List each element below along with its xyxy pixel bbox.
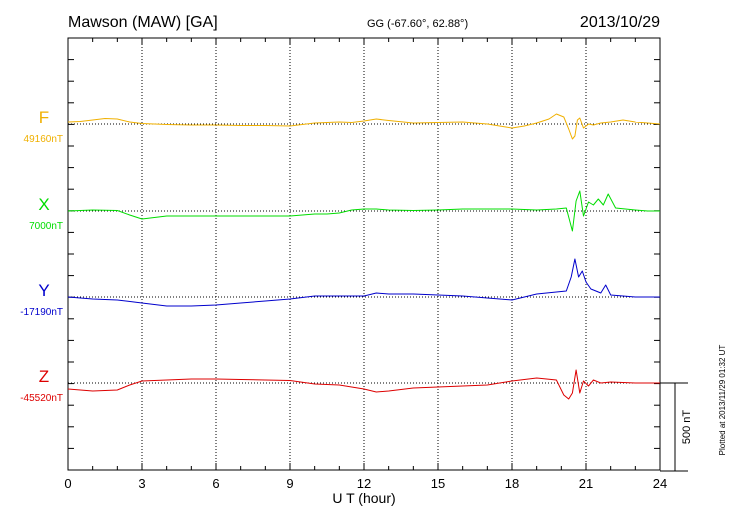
grid [141,38,587,470]
series-label-f: F [39,108,49,127]
x-tick-label: 9 [286,476,293,491]
coordinates-label: GG (-67.60°, 62.88°) [367,18,468,30]
x-tick-label: 3 [138,476,145,491]
baseline-value-z: -45520nT [20,393,63,404]
x-tick-label: 6 [212,476,219,491]
series-line-x [67,190,660,232]
x-tick-label: 21 [579,476,593,491]
x-tick-label: 12 [357,476,371,491]
series-label-x: X [38,195,49,214]
x-tick-label: 24 [653,476,667,491]
baseline-value-f: 49160nT [24,134,63,145]
series-labels: F 49160nT X 7000nT Y -17190nT Z -45520nT [20,108,63,404]
series-label-z: Z [39,367,49,386]
series-lines [67,113,661,400]
x-tick-label: 15 [431,476,445,491]
series-line-f [67,113,661,140]
x-tick-label: 18 [505,476,519,491]
ticks: 0 3 6 9 12 15 18 21 24 [64,38,667,491]
series-label-y: Y [38,281,49,300]
scale-bar: 500 nT [660,382,693,472]
series-line-z [67,369,660,400]
series-line-y [67,258,660,307]
x-tick-label: 0 [64,476,71,491]
x-axis-label: U T (hour) [332,490,395,506]
scale-bar-label: 500 nT [681,410,693,445]
station-title: Mawson (MAW) [GA] [68,14,218,31]
plotted-timestamp: Plotted at 2013/11/29 01:32 UT [718,345,727,456]
date-label: 2013/10/29 [580,14,660,31]
baseline-value-y: -17190nT [20,307,63,318]
baseline-value-x: 7000nT [29,221,63,232]
